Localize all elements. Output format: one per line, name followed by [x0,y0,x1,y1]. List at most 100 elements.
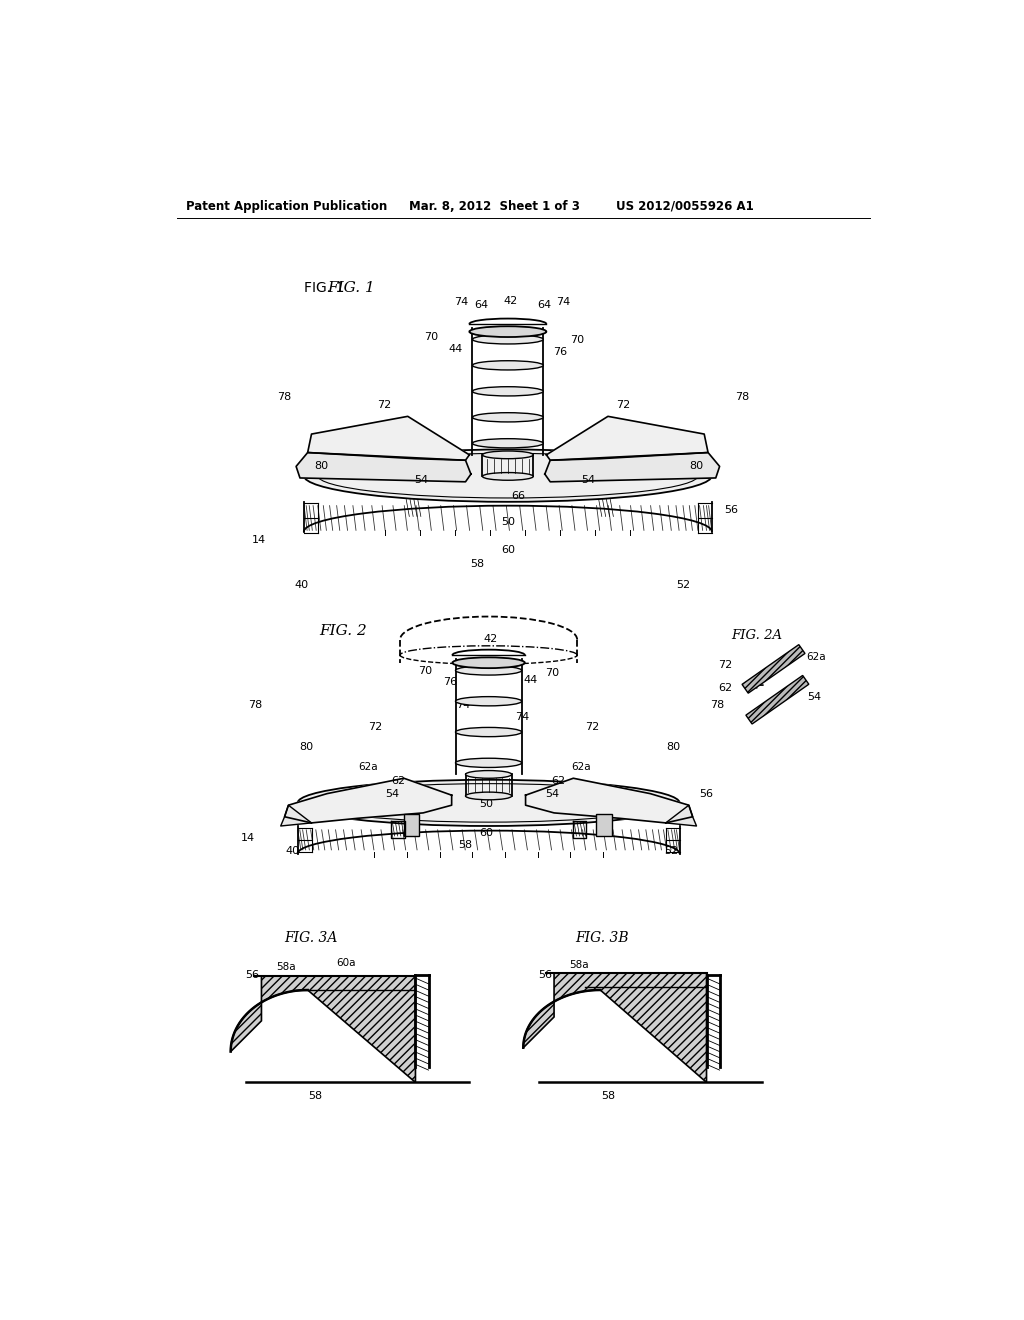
Text: 54: 54 [385,789,399,800]
Text: 74: 74 [556,297,570,306]
Text: 76: 76 [443,677,457,686]
Text: 64: 64 [537,300,551,310]
Text: 58: 58 [601,1092,615,1101]
Text: 64: 64 [474,300,488,310]
Text: 70: 70 [546,668,559,677]
Text: 58a: 58a [569,961,589,970]
Polygon shape [285,779,452,822]
Text: 58: 58 [470,560,484,569]
Text: 40: 40 [295,579,308,590]
Ellipse shape [469,326,547,337]
Text: FIG. 1: FIG. 1 [327,281,375,294]
Text: 78: 78 [248,700,262,710]
Text: 56: 56 [245,970,259,979]
Ellipse shape [472,438,544,447]
Text: 78: 78 [278,392,292,403]
Text: 54: 54 [807,693,821,702]
Polygon shape [545,453,720,482]
Ellipse shape [298,780,680,826]
Text: 70: 70 [418,667,432,676]
Ellipse shape [304,450,712,502]
Polygon shape [596,814,611,836]
Ellipse shape [472,387,544,396]
Polygon shape [307,416,469,461]
Text: 56: 56 [724,504,738,515]
Text: 60: 60 [501,545,515,554]
Text: 50: 50 [686,1012,699,1022]
Text: FIG. 3A: FIG. 3A [285,931,338,945]
Text: 80: 80 [299,742,313,751]
Polygon shape [742,644,805,693]
Text: 62a: 62a [358,762,378,772]
Text: 72: 72 [369,722,383,731]
Text: 42: 42 [483,634,498,644]
Text: 40: 40 [286,846,299,857]
Text: 66: 66 [511,491,525,500]
Polygon shape [403,814,419,836]
Text: 80: 80 [667,742,681,751]
Text: 60: 60 [479,828,494,838]
Text: FIG. 1: FIG. 1 [304,281,345,294]
Ellipse shape [453,657,524,668]
Text: 58: 58 [308,1092,323,1101]
Text: 52: 52 [677,579,690,590]
Text: 74: 74 [456,700,470,710]
Text: 78: 78 [735,392,750,403]
Text: 62: 62 [391,776,406,785]
Polygon shape [296,453,471,482]
Polygon shape [525,779,692,822]
Text: 72: 72 [586,722,600,731]
Text: 80: 80 [314,462,329,471]
Polygon shape [666,805,696,826]
Text: 72: 72 [718,660,732,671]
Text: 60a: 60a [337,958,356,968]
Text: 54: 54 [582,475,596,486]
Ellipse shape [466,792,512,800]
Text: 52: 52 [664,846,678,857]
Text: 58: 58 [459,841,472,850]
Text: Patent Application Publication: Patent Application Publication [186,199,387,213]
Text: 70: 70 [570,335,585,345]
Ellipse shape [466,771,512,779]
Text: 74: 74 [515,713,528,722]
Text: 72: 72 [616,400,631,409]
Text: 44: 44 [449,345,463,354]
Text: 70: 70 [424,333,438,342]
Text: FIG. 2A: FIG. 2A [731,630,782,643]
Text: Mar. 8, 2012  Sheet 1 of 3: Mar. 8, 2012 Sheet 1 of 3 [410,199,581,213]
Text: 56: 56 [538,970,552,979]
Text: 78: 78 [711,700,724,710]
Ellipse shape [482,473,534,480]
Ellipse shape [456,665,521,675]
Polygon shape [547,416,708,461]
Ellipse shape [456,758,521,767]
Text: 50: 50 [479,799,494,809]
Text: 44: 44 [524,676,538,685]
Ellipse shape [456,727,521,737]
Text: 50: 50 [501,517,515,527]
Text: 76: 76 [553,347,567,358]
Text: 62a: 62a [806,652,825,663]
Polygon shape [230,977,416,1082]
Ellipse shape [472,335,544,345]
Text: 66: 66 [485,730,500,739]
Text: 54: 54 [546,789,559,800]
Text: 54: 54 [415,475,429,486]
Text: 62a: 62a [571,762,591,772]
Text: FIG. 2: FIG. 2 [319,624,367,638]
Text: 56: 56 [699,789,714,800]
Ellipse shape [472,360,544,370]
Text: 50: 50 [393,1016,408,1026]
Text: 62: 62 [551,776,565,785]
Polygon shape [745,676,809,723]
Text: 72: 72 [378,400,392,409]
Text: 74: 74 [455,297,469,306]
Text: 42: 42 [503,296,517,306]
Text: 14: 14 [241,833,255,842]
Polygon shape [281,805,311,826]
Text: US 2012/0055926 A1: US 2012/0055926 A1 [615,199,754,213]
Text: 58a: 58a [276,962,296,972]
Ellipse shape [482,451,534,459]
Text: 14: 14 [252,535,266,545]
Ellipse shape [472,413,544,422]
